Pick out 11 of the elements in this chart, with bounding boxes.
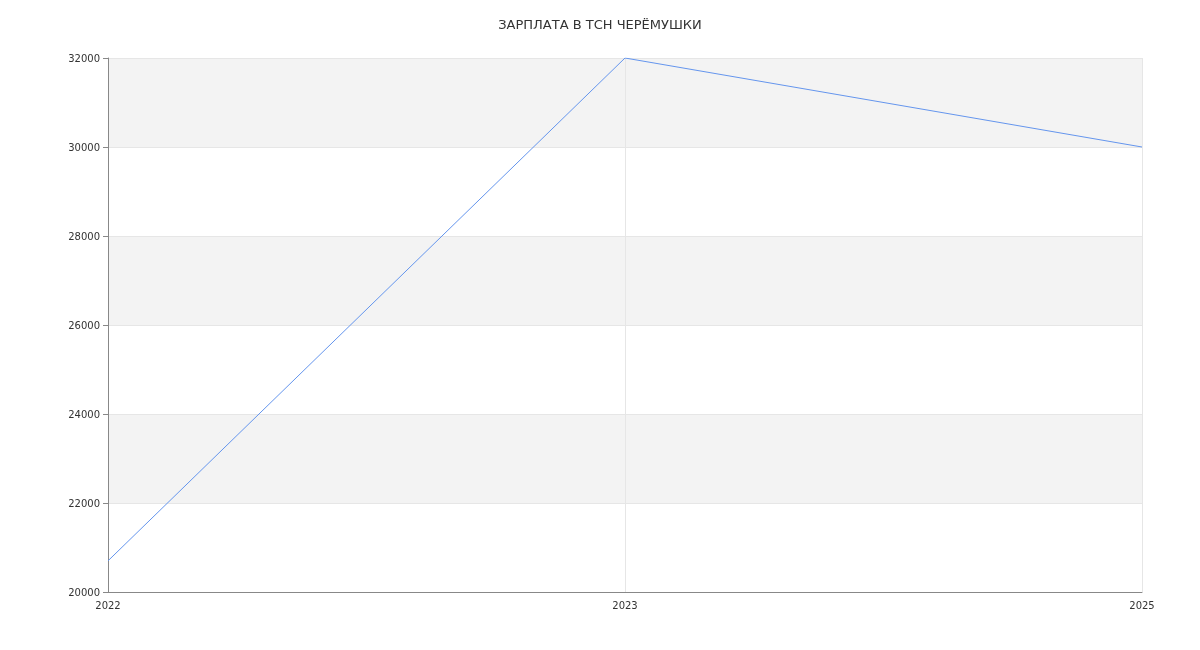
x-tick-label: 2025 [1129,599,1155,611]
y-tick-label: 20000 [68,586,100,598]
y-tick-label: 26000 [68,319,100,331]
y-tick-label: 24000 [68,408,100,420]
x-tick-label: 2022 [95,599,121,611]
y-tick-label: 30000 [68,141,100,153]
chart-title: ЗАРПЛАТА В ТСН ЧЕРЁМУШКИ [498,17,702,32]
y-tick-label: 22000 [68,497,100,509]
x-tick-label: 2023 [612,599,638,611]
y-tick-label: 32000 [68,52,100,64]
y-tick-label: 28000 [68,230,100,242]
